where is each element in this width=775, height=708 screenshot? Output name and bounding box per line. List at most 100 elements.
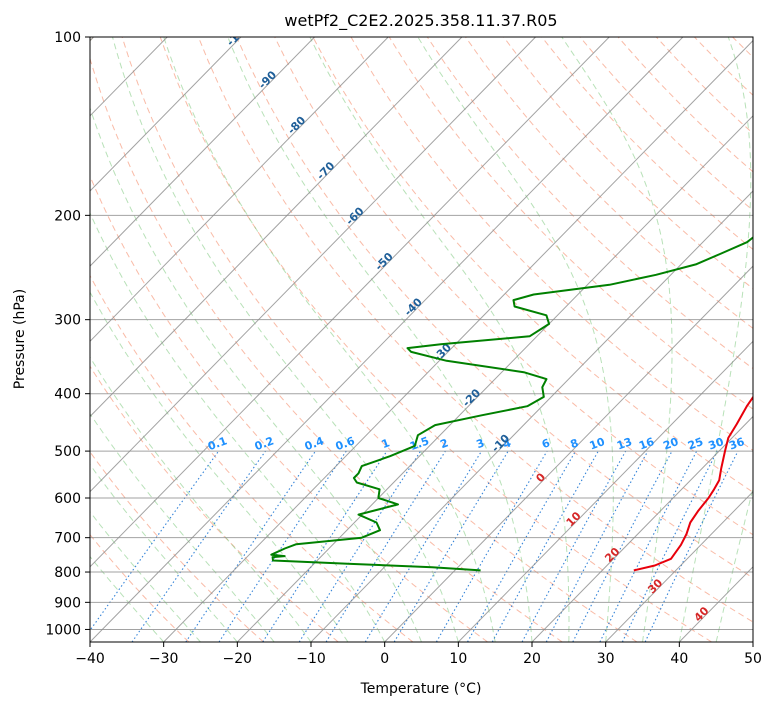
dry-adiabat-10 — [90, 175, 488, 642]
dry-adiabat--20 — [90, 451, 264, 642]
moist-adiabat-20 — [227, 37, 533, 642]
x-axis-label: Temperature (°C) — [360, 681, 482, 697]
isotherm--80 — [90, 37, 389, 343]
y-tick-label: 400 — [54, 387, 81, 403]
mixing-ratio-label: 0.1 — [206, 434, 229, 453]
dry-adiabat-100 — [388, 37, 753, 410]
moist-adiabat-15 — [163, 37, 496, 642]
isotherm-label: -70 — [314, 159, 337, 182]
dry-adiabat-170 — [655, 37, 753, 135]
isotherm-label: -90 — [256, 68, 279, 91]
isotherm--100 — [90, 37, 242, 192]
dry-adiabat-70 — [274, 37, 753, 536]
x-tick-label: −30 — [149, 651, 179, 667]
isotherm-40 — [678, 566, 753, 642]
mixing-ratio-line-4 — [393, 450, 509, 642]
dry-adiabat--10 — [90, 365, 339, 642]
dry-adiabat-50 — [197, 37, 753, 623]
x-tick-label: 10 — [449, 651, 467, 667]
y-tick-label: 900 — [54, 595, 81, 611]
mixing-ratio-label: 13 — [615, 435, 634, 452]
isotherm--50 — [90, 37, 610, 568]
x-tick-label: −10 — [296, 651, 326, 667]
isotherm-label: 40 — [692, 604, 712, 624]
mixing-ratio-label: 6 — [540, 436, 552, 451]
x-tick-label: 50 — [744, 651, 762, 667]
mixing-ratio-line-3 — [364, 450, 483, 642]
moist-adiabat-10 — [112, 37, 459, 642]
mixing-ratio-label: 25 — [686, 435, 705, 452]
plot-frame — [89, 36, 754, 643]
isotherm-0 — [384, 265, 753, 642]
mixing-ratio-label: 1.5 — [408, 434, 431, 453]
isotherm-10 — [457, 340, 753, 642]
mixing-ratio-label: 0.2 — [253, 434, 276, 453]
mixing-ratio-label: 30 — [707, 435, 726, 453]
isotherm-label: -60 — [343, 204, 366, 227]
mixing-ratio-line-30 — [621, 450, 718, 642]
x-tick-label: −40 — [75, 651, 105, 667]
moist-adiabat--10 — [90, 356, 312, 642]
moist-adiabat-45 — [715, 486, 753, 642]
mixing-ratio-line-20 — [572, 450, 673, 642]
mixing-ratio-line-2 — [325, 450, 446, 642]
isotherm-label: -80 — [285, 114, 308, 137]
moist-adiabat--5 — [90, 291, 349, 642]
mixing-ratio-label: 36 — [727, 435, 746, 453]
y-tick-label: 100 — [54, 30, 81, 46]
mixing-ratio-label: 0.4 — [303, 434, 326, 453]
isotherm-label: -40 — [402, 295, 425, 318]
y-tick-label: 300 — [54, 313, 81, 329]
dewpoint-profile-line — [270, 236, 753, 572]
mixing-ratio-lines — [90, 450, 739, 642]
profile-series — [270, 236, 753, 572]
y-tick-label: 500 — [54, 444, 81, 460]
mixing-ratio-label: 10 — [588, 435, 607, 453]
mixing-ratio-line-25 — [599, 450, 698, 642]
y-tick-label: 700 — [54, 531, 81, 547]
isotherm--30 — [163, 39, 753, 642]
isotherm--60 — [90, 37, 536, 493]
y-axis-label: Pressure (hPa) — [12, 289, 28, 389]
moist-adiabat-25 — [309, 37, 570, 642]
dry-adiabat-90 — [350, 37, 753, 451]
isotherm-label: -100 — [224, 20, 253, 49]
dry-adiabat-190 — [732, 37, 753, 58]
moist-adiabat--25 — [90, 511, 201, 642]
moist-adiabats — [90, 37, 753, 642]
x-tick-label: 0 — [380, 651, 389, 667]
dry-adiabat-110 — [426, 37, 753, 370]
mixing-ratio-line-16 — [545, 450, 649, 642]
mixing-ratio-line-0.1 — [90, 450, 220, 632]
isotherm--10 — [310, 190, 753, 642]
dry-adiabat-180 — [694, 37, 753, 96]
y-tick-label: 600 — [54, 491, 81, 507]
mixing-ratio-line-0.4 — [185, 450, 316, 642]
dry-adiabat-80 — [312, 37, 753, 493]
temperature-profile-line — [633, 395, 753, 572]
dry-adiabat-130 — [503, 37, 753, 290]
dry-adiabat--30 — [90, 533, 190, 642]
dry-adiabat-60 — [236, 37, 753, 579]
mixing-ratio-line-0.6 — [218, 450, 347, 642]
x-axis-ticks: −40 −30 −20 −10 0 10 20 30 40 50 — [75, 642, 762, 667]
mixing-ratio-line-0.2 — [131, 450, 266, 642]
y-tick-label: 1000 — [45, 622, 81, 638]
x-tick-label: 40 — [670, 651, 688, 667]
mixing-ratio-label: 2 — [438, 436, 450, 451]
mixing-ratio-label: 3 — [475, 436, 487, 451]
dry-adiabats — [90, 37, 775, 642]
isobar-gridlines — [90, 37, 753, 630]
mixing-ratio-label: 1 — [380, 436, 392, 451]
isotherm--90 — [90, 37, 315, 267]
x-tick-label: −20 — [223, 651, 253, 667]
isotherm-label: -50 — [373, 250, 396, 273]
moist-adiabat-40 — [678, 37, 752, 642]
line-labels: 0.1 0.2 0.4 0.6 1 1.5 2 3 4 6 8 10 13 16 20 25 30 36-100-… — [206, 20, 746, 624]
y-axis-ticks: 100 200 300 400 500 600 700 800 900 1000 — [45, 30, 90, 638]
isotherm--70 — [90, 37, 463, 418]
dry-adiabat-200 — [771, 37, 775, 642]
isotherm--40 — [90, 37, 684, 642]
y-tick-label: 800 — [54, 565, 81, 581]
